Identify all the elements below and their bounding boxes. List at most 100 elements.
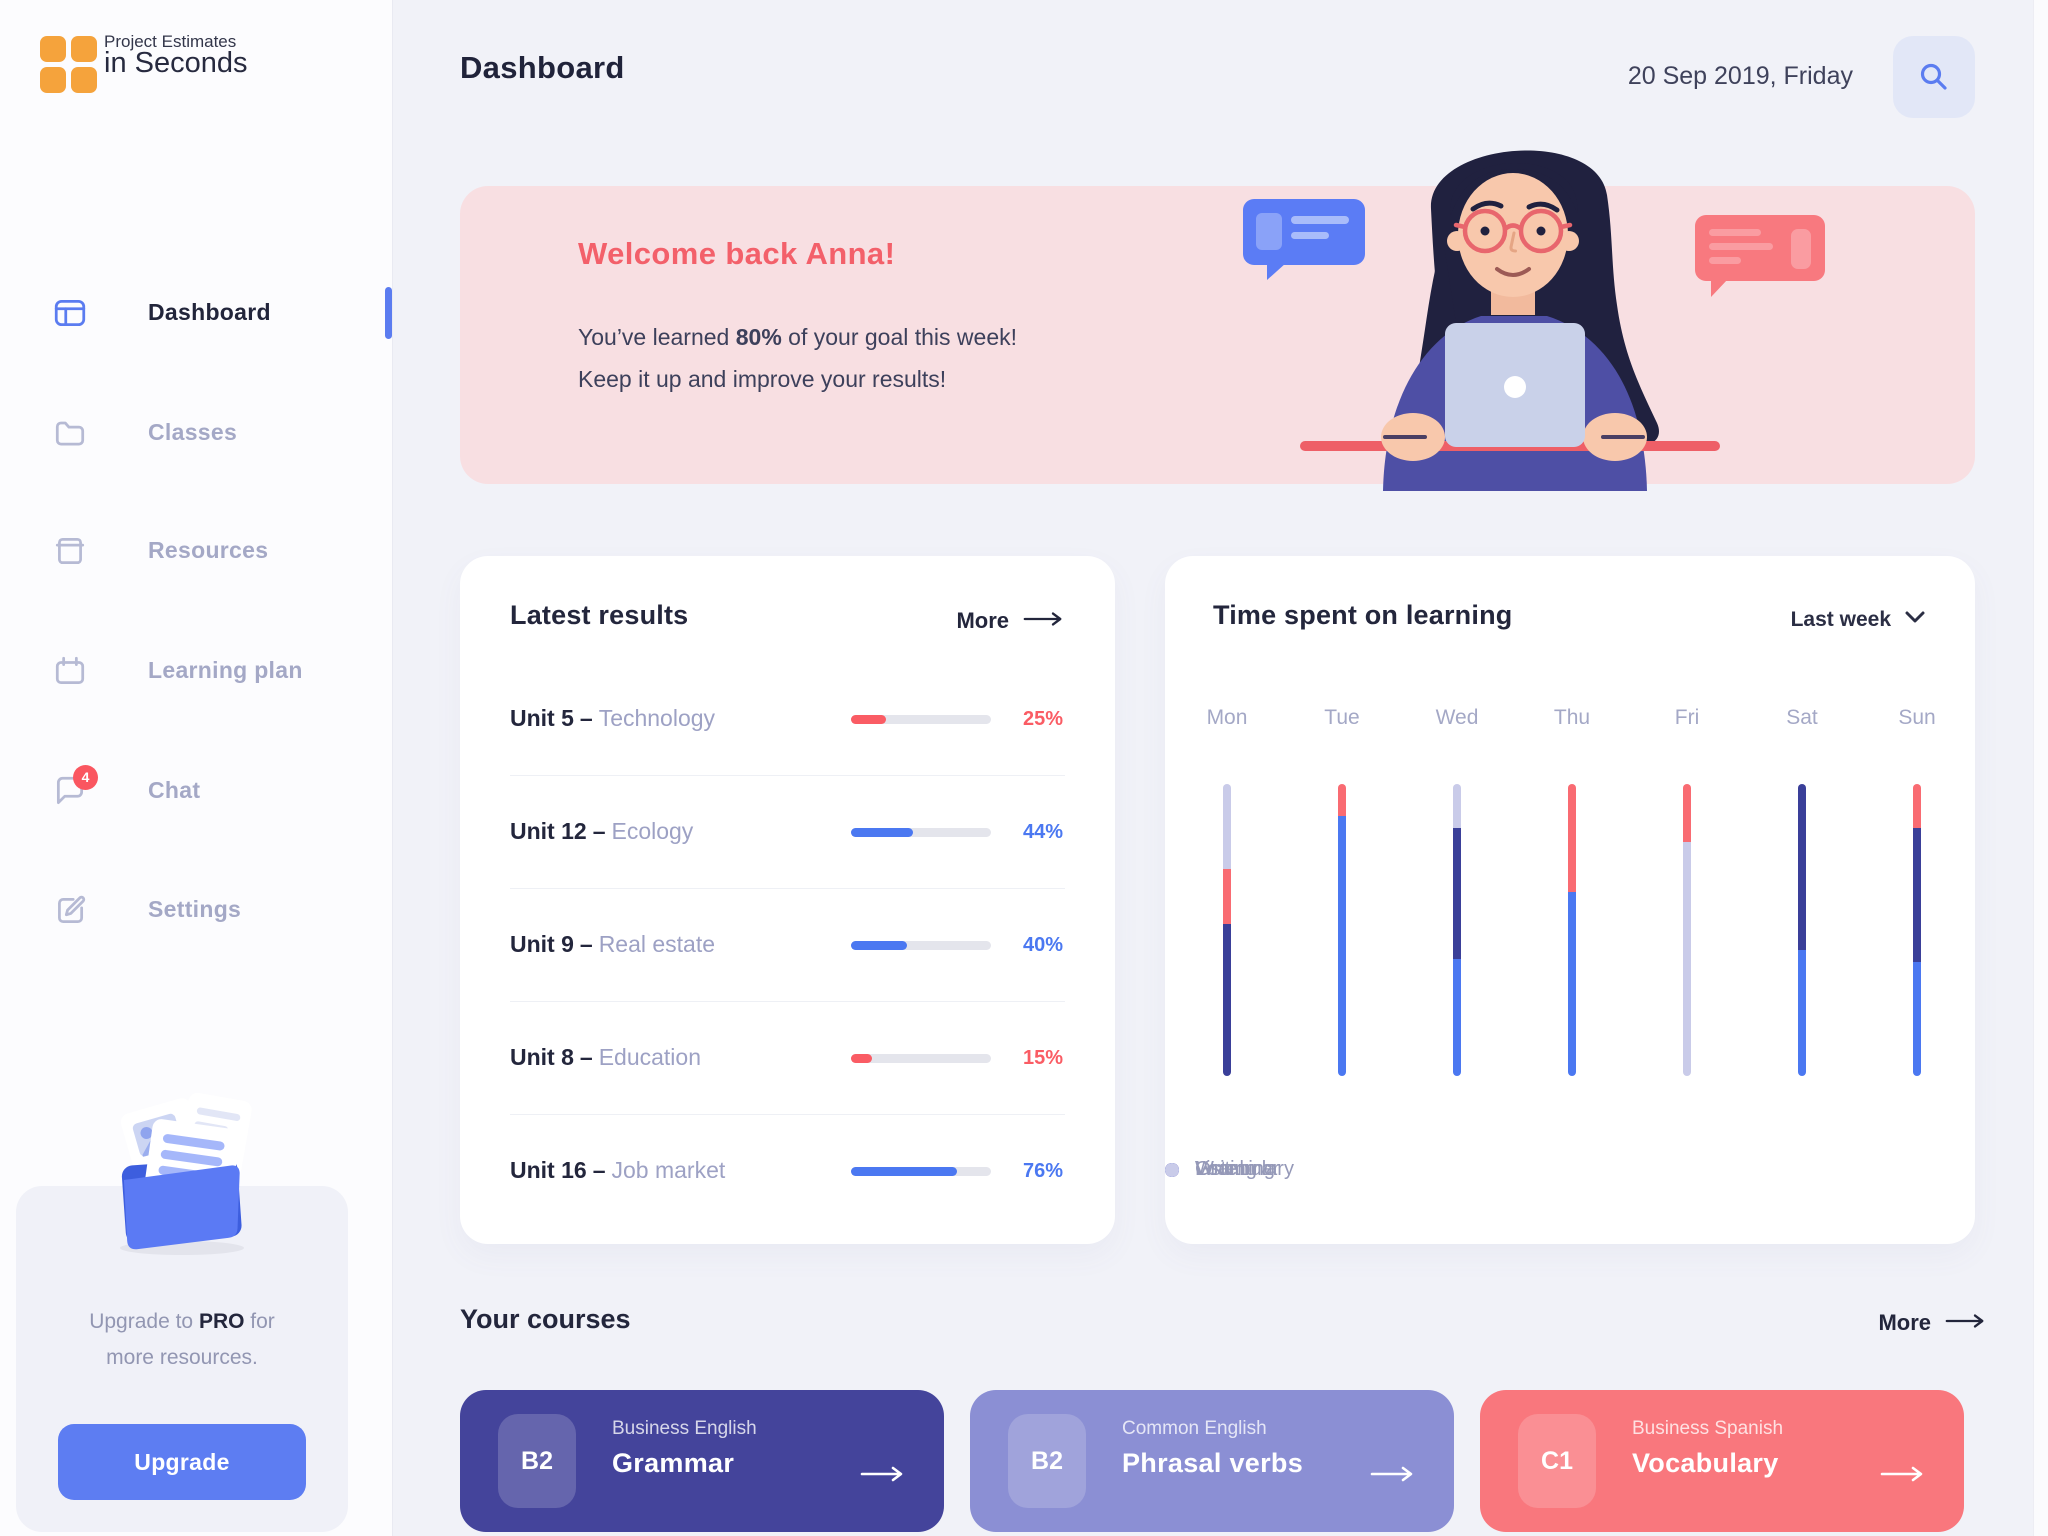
chart-day-column xyxy=(1195,784,1259,1076)
sidebar: Project Estimates in Seconds Dashboard C… xyxy=(0,0,393,1536)
chart-bar-segment-vocabulary xyxy=(1683,784,1691,843)
progress-fill xyxy=(851,1167,958,1176)
courses-more-link[interactable]: More xyxy=(1878,1310,1985,1336)
upgrade-button[interactable]: Upgrade xyxy=(58,1424,306,1500)
sidebar-item-resources[interactable]: Resources xyxy=(0,526,391,576)
chart-day-column xyxy=(1885,784,1949,1076)
calendar-icon xyxy=(52,653,88,689)
progress-track xyxy=(851,715,991,724)
upgrade-promo-card: Upgrade to PRO for more resources. Upgra… xyxy=(16,1092,348,1532)
sidebar-item-dashboard[interactable]: Dashboard xyxy=(0,288,391,338)
edit-icon xyxy=(52,892,88,928)
chart-bar-segment-grammar xyxy=(1798,784,1806,951)
chart-day-column xyxy=(1425,784,1489,1076)
bar-chart xyxy=(1195,784,1949,1076)
progress-percent: 25% xyxy=(1022,708,1063,730)
result-row: Unit 8– Education 15% xyxy=(510,1044,1063,1070)
chart-bar xyxy=(1683,784,1691,1076)
result-row: Unit 12– Ecology 44% xyxy=(510,818,1063,844)
latest-results-card: Latest results More Unit 5– Technology 25… xyxy=(460,556,1115,1244)
progress-fill xyxy=(851,828,913,837)
chart-bar-segment-listening xyxy=(1338,816,1346,1076)
progress-fill xyxy=(851,1054,872,1063)
row-divider xyxy=(510,1114,1065,1115)
course-card-common-english[interactable]: B2 Common English Phrasal verbs xyxy=(970,1390,1454,1532)
progress-fill xyxy=(851,941,907,950)
arrow-right-icon xyxy=(1023,611,1063,632)
course-category: Business English xyxy=(612,1418,757,1439)
chart-day-column xyxy=(1310,784,1374,1076)
chart-bar-segment-grammar xyxy=(1453,827,1461,960)
time-spent-title: Time spent on learning xyxy=(1213,600,1513,630)
result-row: Unit 9– Real estate 40% xyxy=(510,931,1063,957)
progress-track xyxy=(851,828,991,837)
sidebar-item-label: Classes xyxy=(148,419,238,445)
blue-speech-bubble xyxy=(1243,199,1365,280)
progress-percent: 76% xyxy=(1022,1160,1063,1182)
sidebar-item-chat[interactable]: 4 Chat xyxy=(0,765,391,816)
result-row: Unit 5– Technology 25% xyxy=(510,705,1063,731)
row-divider xyxy=(510,888,1065,889)
course-name: Grammar xyxy=(612,1448,735,1478)
time-spent-card: Time spent on learning Last week Mon Tue… xyxy=(1165,556,1975,1244)
arrow-right-icon xyxy=(1370,1466,1414,1487)
chart-bar-segment-vocabulary xyxy=(1223,868,1231,925)
chart-bar xyxy=(1568,784,1576,1076)
search-button[interactable] xyxy=(1893,36,1975,118)
folder-icon xyxy=(52,415,88,451)
legend-item: Writing xyxy=(1165,1158,1257,1181)
arrow-right-icon xyxy=(1945,1313,1985,1334)
welcome-title: Welcome back Anna! xyxy=(578,236,896,271)
course-name: Phrasal verbs xyxy=(1122,1448,1304,1478)
chart-bar-segment-vocabulary xyxy=(1913,784,1921,828)
result-row: Unit 16– Job market 76% xyxy=(510,1157,1063,1183)
progress-fill xyxy=(851,715,886,724)
progress-percent: 15% xyxy=(1022,1047,1063,1069)
arrow-right-icon xyxy=(1880,1466,1924,1487)
sidebar-item-classes[interactable]: Classes xyxy=(0,408,391,458)
chart-bar-segment-listening xyxy=(1453,959,1461,1076)
legend-dot xyxy=(1165,1162,1179,1177)
chart-bar xyxy=(1913,784,1921,1076)
row-divider xyxy=(510,775,1065,776)
welcome-message: You’ve learned 80% of your goal this wee… xyxy=(578,324,1018,392)
progress-track xyxy=(851,1167,991,1176)
chart-day-labels: Mon Tue Wed Thu Fri Sat Sun xyxy=(1206,706,1936,729)
latest-results-title: Latest results xyxy=(510,600,689,630)
chart-bar-segment-writing xyxy=(1453,784,1461,828)
scrollbar-track[interactable] xyxy=(2033,0,2048,1536)
course-level-badge: C1 xyxy=(1518,1414,1596,1508)
active-nav-indicator xyxy=(385,287,392,339)
arrow-right-icon xyxy=(860,1466,904,1487)
chart-bar-segment-writing xyxy=(1683,842,1691,1076)
sidebar-item-learning-plan[interactable]: Learning plan xyxy=(0,646,391,696)
sidebar-item-label: Dashboard xyxy=(148,299,271,325)
course-card-business-spanish[interactable]: C1 Business Spanish Vocabulary xyxy=(1480,1390,1964,1532)
course-category: Business Spanish xyxy=(1632,1418,1784,1439)
course-category: Common English xyxy=(1122,1418,1267,1439)
sidebar-item-label: Settings xyxy=(148,896,242,922)
sidebar-item-settings[interactable]: Settings xyxy=(0,885,391,935)
time-range-dropdown[interactable]: Last week xyxy=(1791,608,1925,632)
chart-bar-segment-grammar xyxy=(1913,827,1921,963)
chart-bar-segment-listening xyxy=(1798,950,1806,1076)
folder-illustration xyxy=(120,1092,252,1255)
chart-day-column xyxy=(1770,784,1834,1076)
upgrade-text: Upgrade to PRO for more resources. xyxy=(89,1310,275,1369)
chart-bar xyxy=(1338,784,1346,1076)
row-divider xyxy=(510,1001,1065,1002)
woman-at-laptop-illustration xyxy=(1243,150,1825,491)
chart-bar xyxy=(1453,784,1461,1076)
course-card-business-english[interactable]: B2 Business English Grammar xyxy=(460,1390,944,1532)
course-level-badge: B2 xyxy=(1008,1414,1086,1508)
courses-section-title: Your courses xyxy=(460,1304,631,1334)
progress-track xyxy=(851,1054,991,1063)
chart-bar xyxy=(1798,784,1806,1076)
chart-day-column xyxy=(1655,784,1719,1076)
chart-bar-segment-vocabulary xyxy=(1568,784,1576,893)
chart-bar-segment-writing xyxy=(1223,784,1231,869)
welcome-banner: Welcome back Anna! You’ve learned 80% of… xyxy=(460,150,1975,491)
page-title: Dashboard xyxy=(460,50,625,85)
latest-results-more-link[interactable]: More xyxy=(956,608,1063,634)
